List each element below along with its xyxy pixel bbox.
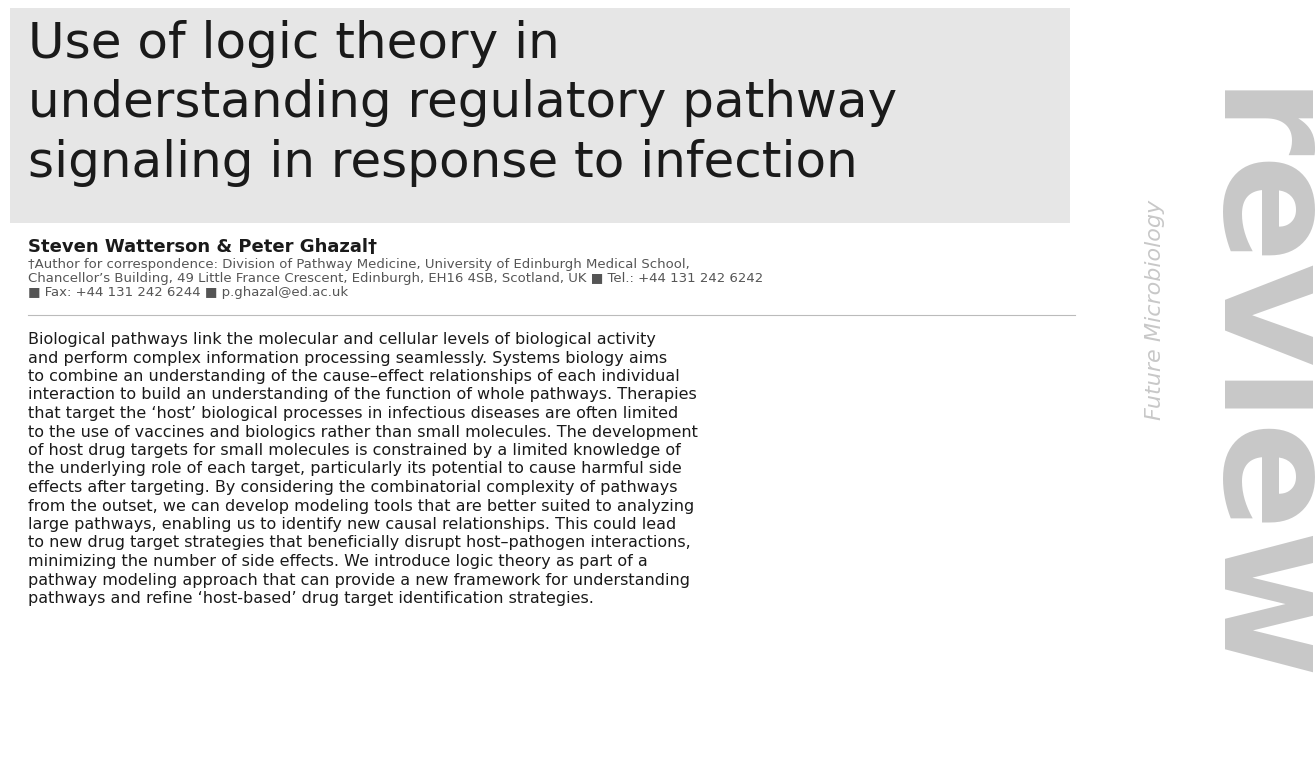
Text: Steven Watterson & Peter Ghazal†: Steven Watterson & Peter Ghazal† bbox=[28, 238, 377, 256]
Text: ■ Fax: +44 131 242 6244 ■ p.ghazal@ed.ac.uk: ■ Fax: +44 131 242 6244 ■ p.ghazal@ed.ac… bbox=[28, 286, 348, 299]
Text: the underlying role of each target, particularly its potential to cause harmful : the underlying role of each target, part… bbox=[28, 462, 681, 476]
Text: to the use of vaccines and biologics rather than small molecules. The developmen: to the use of vaccines and biologics rat… bbox=[28, 425, 698, 439]
Text: to new drug target strategies that beneficially disrupt host–pathogen interactio: to new drug target strategies that benef… bbox=[28, 535, 690, 551]
Text: minimizing the number of side effects. We introduce logic theory as part of a: minimizing the number of side effects. W… bbox=[28, 554, 648, 569]
Text: review: review bbox=[1177, 89, 1315, 691]
Text: pathway modeling approach that can provide a new framework for understanding: pathway modeling approach that can provi… bbox=[28, 572, 690, 588]
Text: of host drug targets for small molecules is constrained by a limited knowledge o: of host drug targets for small molecules… bbox=[28, 443, 681, 458]
Text: effects after targeting. By considering the combinatorial complexity of pathways: effects after targeting. By considering … bbox=[28, 480, 677, 495]
Text: from the outset, we can develop modeling tools that are better suited to analyzi: from the outset, we can develop modeling… bbox=[28, 498, 694, 514]
Text: to combine an understanding of the cause–effect relationships of each individual: to combine an understanding of the cause… bbox=[28, 369, 680, 384]
Text: †Author for correspondence: Division of Pathway Medicine, University of Edinburg: †Author for correspondence: Division of … bbox=[28, 258, 690, 271]
Text: Future Microbiology: Future Microbiology bbox=[1145, 200, 1165, 420]
Text: Biological pathways link the molecular and cellular levels of biological activit: Biological pathways link the molecular a… bbox=[28, 332, 656, 347]
Text: Chancellor’s Building, 49 Little France Crescent, Edinburgh, EH16 4SB, Scotland,: Chancellor’s Building, 49 Little France … bbox=[28, 272, 763, 285]
FancyBboxPatch shape bbox=[11, 8, 1070, 223]
Text: large pathways, enabling us to identify new causal relationships. This could lea: large pathways, enabling us to identify … bbox=[28, 517, 676, 532]
Text: pathways and refine ‘host-based’ drug target identification strategies.: pathways and refine ‘host-based’ drug ta… bbox=[28, 591, 594, 606]
Text: Use of logic theory in
understanding regulatory pathway
signaling in response to: Use of logic theory in understanding reg… bbox=[28, 20, 897, 187]
Text: and perform complex information processing seamlessly. Systems biology aims: and perform complex information processi… bbox=[28, 350, 667, 366]
Text: that target the ‘host’ biological processes in infectious diseases are often lim: that target the ‘host’ biological proces… bbox=[28, 406, 679, 421]
Text: interaction to build an understanding of the function of whole pathways. Therapi: interaction to build an understanding of… bbox=[28, 388, 697, 402]
